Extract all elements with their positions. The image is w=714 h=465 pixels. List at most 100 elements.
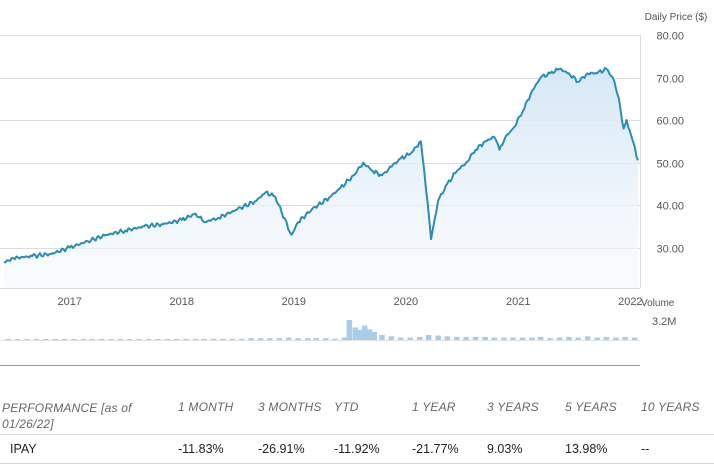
volume-bar — [472, 336, 479, 340]
volume-bar — [33, 339, 40, 340]
price-volume-chart: Daily Price ($) 80.00 70.00 60.00 50.00 40.0… — [0, 12, 708, 366]
volume-bar — [220, 338, 226, 341]
volume-bar — [108, 339, 114, 340]
performance-header-label: PERFORMANCE [as of 01/26/22] — [2, 401, 132, 431]
volume-bar — [388, 336, 395, 340]
volume-bar — [201, 338, 207, 341]
volume-bar — [362, 325, 368, 340]
volume-bar — [519, 337, 526, 340]
volume-bar — [510, 337, 516, 340]
volume-bar — [425, 335, 432, 340]
volume-bar — [584, 336, 591, 340]
volume-bar — [52, 339, 58, 340]
volume-bar — [313, 338, 319, 340]
volume-bar — [155, 339, 161, 340]
header-5-years: 5 YEARS — [565, 400, 617, 414]
x-tick-label: 2017 — [57, 296, 81, 308]
volume-max-label: 3.2M — [652, 316, 676, 328]
volume-bar — [482, 336, 488, 340]
performance-row: IPAY -11.83% -26.91% -11.92% -21.77% 9.0… — [0, 435, 714, 464]
volume-bar — [267, 338, 273, 340]
volume-bar — [192, 338, 199, 341]
header-ytd: YTD — [334, 400, 359, 414]
volume-bar — [352, 327, 358, 340]
volume-bar — [371, 331, 377, 340]
volume-bar — [537, 336, 544, 340]
volume-bar — [295, 338, 301, 340]
volume-bar — [566, 336, 572, 340]
volume-bar — [417, 336, 423, 340]
volume-bar — [491, 337, 498, 340]
volume-bar — [444, 336, 451, 340]
volume-bar — [98, 339, 105, 340]
volume-bar — [603, 336, 610, 340]
volume-axis-label: Volume — [641, 298, 675, 309]
y-tick-label: 70.00 — [656, 74, 684, 86]
volume-bar — [126, 339, 133, 340]
volume-bar — [80, 339, 87, 340]
volume-bar — [332, 338, 338, 341]
value-10-years: -- — [641, 442, 650, 456]
value-1-month: -11.83% — [178, 442, 224, 456]
volume-bar — [238, 338, 245, 341]
volume-bar — [575, 337, 581, 340]
volume-bar — [14, 339, 21, 340]
volume-bar — [285, 337, 292, 340]
volume-bar — [43, 339, 49, 340]
price-axis-label: Daily Price ($) — [645, 12, 708, 23]
performance-table: PERFORMANCE [as of 01/26/22] 1 MONTH 3 M… — [0, 398, 714, 464]
volume-bar — [164, 339, 171, 340]
volume-bar — [341, 337, 348, 340]
header-3-years: 3 YEARS — [487, 400, 539, 414]
volume-bar — [276, 338, 283, 340]
volume-bar — [397, 337, 404, 340]
volume-bar — [379, 335, 385, 340]
y-tick-label: 60.00 — [656, 116, 684, 128]
performance-header-row: PERFORMANCE [as of 01/26/22] 1 MONTH 3 M… — [0, 398, 714, 435]
volume-bar — [323, 338, 329, 340]
value-3-years: 9.03% — [487, 442, 523, 456]
volume-bar — [5, 339, 11, 340]
price-line — [3, 66, 639, 264]
volume-bar — [594, 337, 600, 340]
x-tick-label: 2021 — [506, 296, 530, 308]
header-1-year: 1 YEAR — [412, 400, 456, 414]
volume-bar — [24, 339, 30, 340]
volume-bar — [117, 339, 124, 340]
x-tick-label: 2019 — [282, 296, 306, 308]
y-tick-label: 40.00 — [656, 201, 684, 213]
volume-bar — [454, 336, 460, 340]
volume-bar — [547, 338, 553, 340]
volume-bar — [463, 336, 469, 340]
volume-bar — [346, 320, 353, 340]
x-tick-label: 2018 — [170, 296, 194, 308]
volume-bar — [173, 339, 180, 340]
x-tick-label: 2022 — [618, 296, 642, 308]
volume-bar — [71, 339, 77, 340]
y-tick-label: 80.00 — [656, 31, 684, 43]
volume-bar — [304, 338, 311, 340]
volume-bar — [622, 336, 628, 340]
volume-bar — [145, 339, 152, 340]
volume-bar — [435, 335, 441, 340]
volume-bar — [136, 339, 142, 340]
volume-bar — [366, 329, 373, 340]
volume-bar — [248, 338, 254, 340]
volume-bar — [631, 337, 638, 340]
value-ytd: -11.92% — [334, 442, 380, 456]
value-1-year: -21.77% — [412, 442, 459, 456]
volume-bar — [357, 330, 363, 340]
volume-bar — [183, 338, 189, 341]
volume-bar — [407, 337, 413, 340]
volume-bar — [529, 337, 535, 340]
price-area-fill — [4, 67, 638, 289]
header-3-months: 3 MONTHS — [258, 400, 322, 414]
x-tick-label: 2020 — [394, 296, 418, 308]
header-1-month: 1 MONTH — [178, 400, 234, 414]
ticker-cell: IPAY — [10, 442, 37, 456]
value-3-months: -26.91% — [258, 442, 305, 456]
volume-bar — [229, 338, 236, 341]
value-5-years: 13.98% — [565, 442, 608, 456]
volume-bar — [613, 337, 619, 340]
volume-bar — [89, 339, 95, 340]
